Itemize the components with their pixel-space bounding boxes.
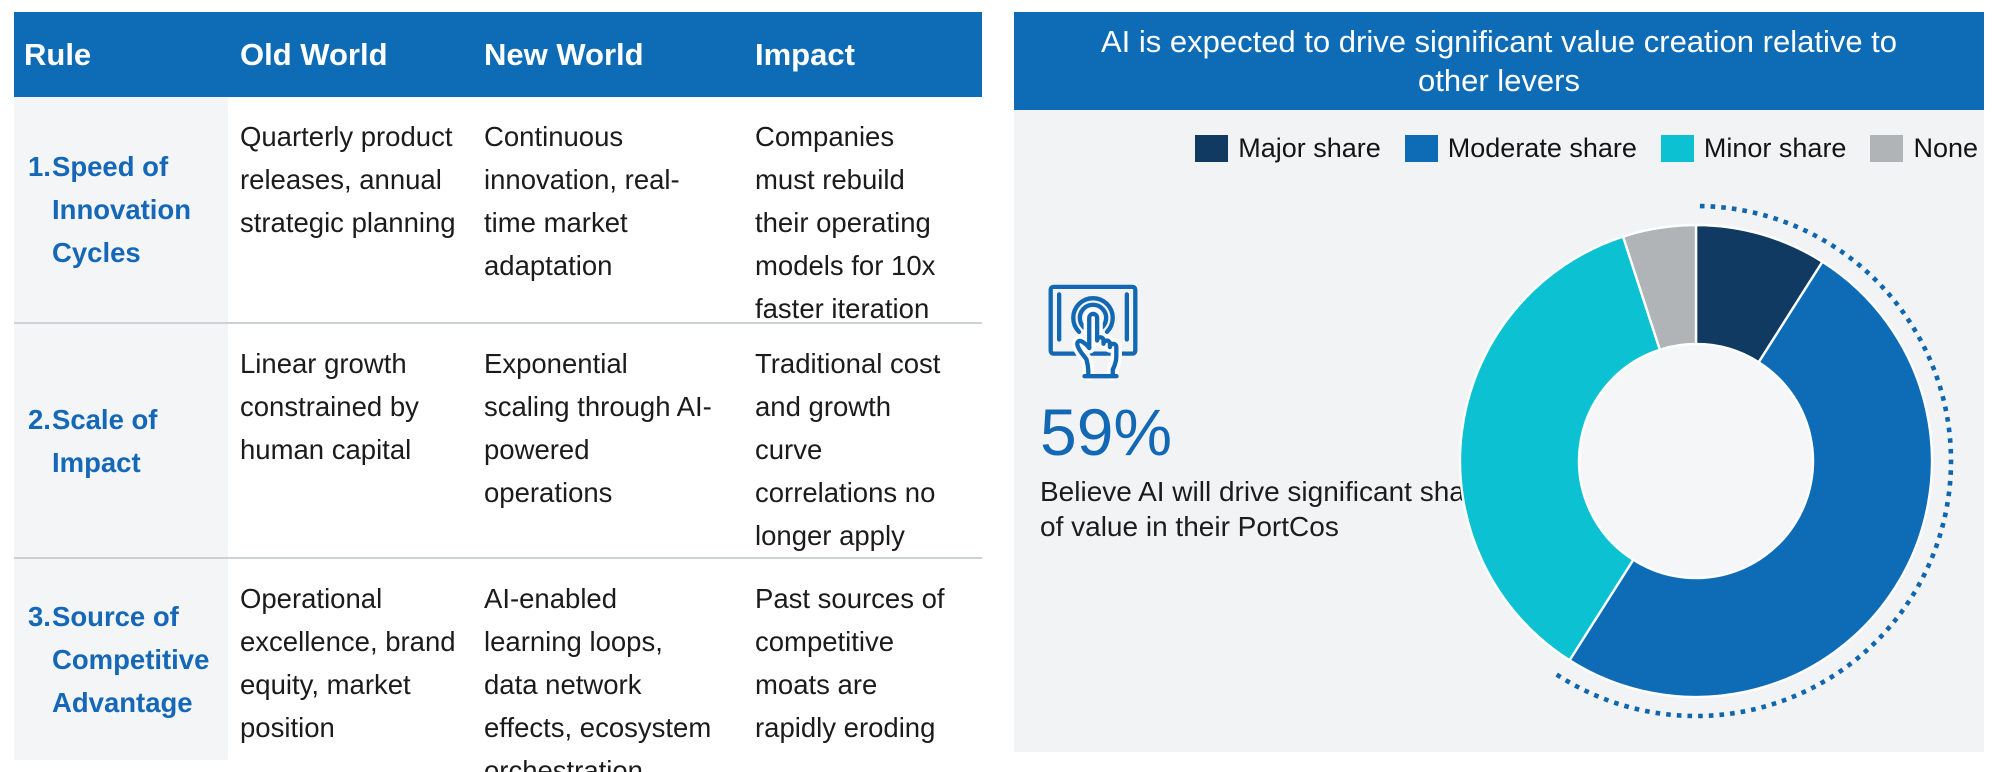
rule-number: 2.	[28, 403, 51, 435]
table-row: 1. Speed of Innovation Cycles Quarterly …	[14, 97, 982, 324]
legend-swatch-minor	[1660, 135, 1694, 162]
rule-name: Speed of Innovation Cycles	[52, 151, 192, 268]
old-world-cell: Operational excellence, brand equity, ma…	[240, 583, 456, 743]
rule-title: 1. Speed of Innovation Cycles	[28, 145, 222, 274]
donut-segment-minor-share	[1458, 235, 1662, 662]
new-world-cell: Exponential scaling through AI-powered o…	[484, 348, 712, 508]
new-world-cell: Continuous innovation, real-time market …	[484, 121, 680, 281]
chart-title-banner: AI is expected to drive significant valu…	[1014, 12, 1984, 110]
chart-title: AI is expected to drive significant valu…	[1100, 24, 1898, 98]
impact-cell: Traditional cost and growth curve correl…	[755, 348, 941, 551]
rule-number: 3.	[28, 601, 51, 632]
stat-percentage: 59%	[1040, 395, 1173, 469]
column-header-rule: Rule	[24, 36, 92, 72]
legend-item-none: None	[1870, 133, 1978, 164]
new-world-cell: AI-enabled learning loops, data network …	[484, 583, 712, 772]
donut-chart-area	[1416, 181, 1976, 741]
legend-swatch-none	[1870, 135, 1904, 162]
chart-legend: Major share Moderate share Minor share N…	[1014, 133, 1984, 164]
old-world-cell: Quarterly product releases, annual strat…	[240, 121, 456, 238]
rule-title: 2. Scale of Impact	[28, 398, 222, 484]
old-world-cell: Linear growth constrained by human capit…	[240, 348, 419, 465]
table-row: 3. Source of Competitive Advantage Opera…	[14, 557, 982, 772]
legend-item-minor-share: Minor share	[1660, 133, 1846, 164]
donut-segment-none	[1621, 223, 1698, 352]
legend-swatch-moderate	[1404, 135, 1438, 162]
column-header-old-world: Old World	[240, 36, 388, 72]
donut-chart	[1458, 203, 1954, 719]
column-header-new-world: New World	[484, 36, 644, 72]
legend-swatch-major	[1195, 135, 1229, 162]
donut-segment-moderate-share	[1567, 260, 1933, 698]
legend-item-moderate-share: Moderate share	[1404, 133, 1637, 164]
legend-item-major-share: Major share	[1195, 133, 1381, 164]
ai-value-panel: AI is expected to drive significant valu…	[1014, 12, 1984, 752]
table-row: 2. Scale of Impact Linear growth constra…	[14, 322, 982, 557]
rule-name: Scale of Impact	[52, 403, 158, 478]
impact-cell: Past sources of competitive moats are ra…	[755, 583, 945, 743]
touch-screen-icon	[1048, 284, 1138, 381]
stat-block: 59% Believe AI will drive significant sh…	[1040, 280, 1500, 544]
column-header-impact: Impact	[755, 36, 855, 72]
impact-cell: Companies must rebuild their operating m…	[755, 121, 936, 324]
rule-name: Source of Competitive Advantage	[52, 601, 210, 718]
rule-number: 1.	[28, 151, 51, 182]
table-header-row: Rule Old World New World Impact	[14, 12, 982, 97]
rule-title: 3. Source of Competitive Advantage	[28, 595, 222, 724]
rules-table: Rule Old World New World Impact 1. Speed…	[14, 12, 982, 772]
stat-caption: Believe AI will drive significant share …	[1040, 476, 1490, 542]
